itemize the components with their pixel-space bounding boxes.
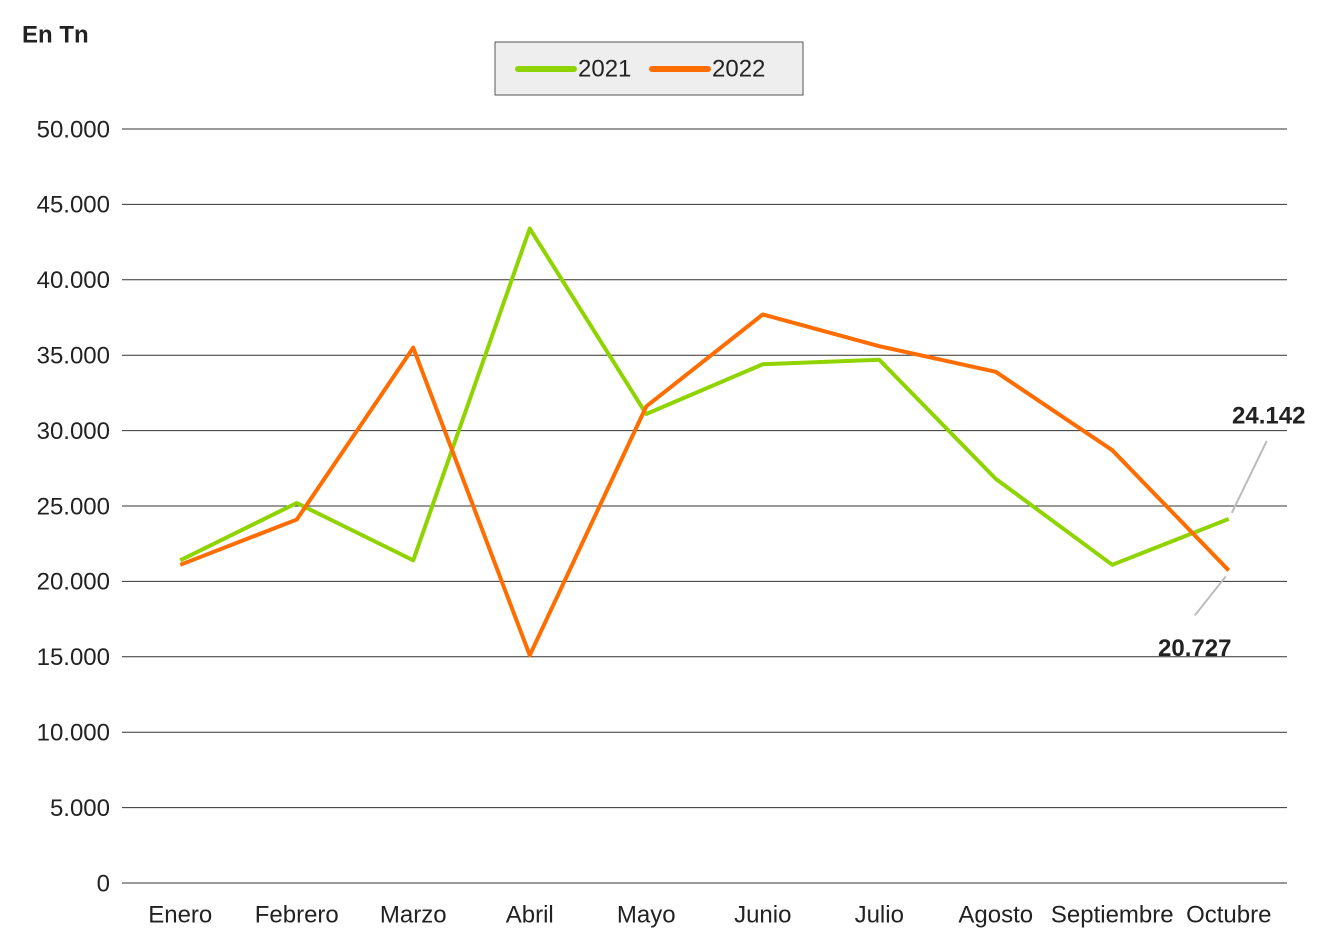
leader-line xyxy=(1193,575,1227,617)
x-tick-label: Octubre xyxy=(1186,901,1271,928)
y-tick-label: 20.000 xyxy=(37,569,110,596)
legend-label: 2022 xyxy=(712,55,765,82)
value-label: 24.142 xyxy=(1232,402,1305,429)
x-tick-label: Mayo xyxy=(617,901,676,928)
y-tick-label: 5.000 xyxy=(50,795,110,822)
x-tick-label: Septiembre xyxy=(1051,901,1174,928)
legend-label: 2021 xyxy=(578,55,631,82)
value-label: 20.727 xyxy=(1158,635,1231,662)
x-tick-label: Abril xyxy=(506,901,554,928)
y-tick-label: 35.000 xyxy=(37,343,110,370)
y-tick-label: 45.000 xyxy=(37,192,110,219)
chart-subtitle: En Tn xyxy=(22,21,89,48)
y-tick-label: 0 xyxy=(97,870,110,897)
line-series xyxy=(179,312,1231,658)
y-tick-label: 40.000 xyxy=(37,267,110,294)
y-tick-label: 50.000 xyxy=(37,116,110,143)
y-tick-label: 30.000 xyxy=(37,418,110,445)
x-tick-label: Febrero xyxy=(255,901,339,928)
y-tick-label: 10.000 xyxy=(37,720,110,747)
x-tick-label: Enero xyxy=(148,901,212,928)
y-tick-label: 15.000 xyxy=(37,644,110,671)
x-tick-label: Junio xyxy=(734,901,791,928)
x-tick-label: Julio xyxy=(855,901,904,928)
x-tick-label: Agosto xyxy=(958,901,1033,928)
x-tick-label: Marzo xyxy=(380,901,447,928)
line-series xyxy=(179,226,1230,567)
leader-line xyxy=(1230,440,1268,514)
y-tick-label: 25.000 xyxy=(37,493,110,520)
